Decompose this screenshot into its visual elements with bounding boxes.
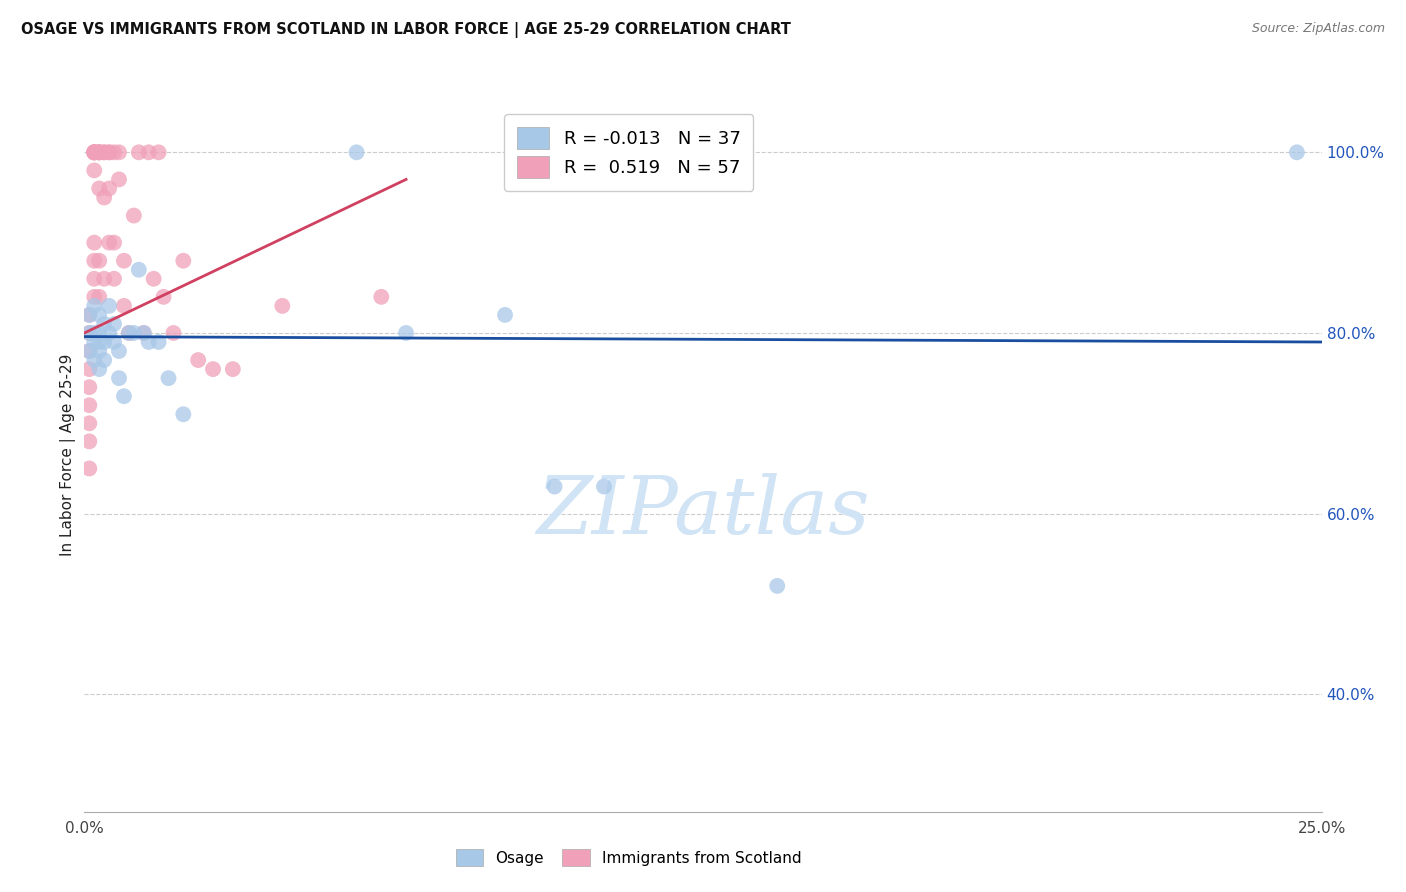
Point bbox=[395, 326, 418, 340]
Point bbox=[593, 479, 616, 493]
Point bbox=[112, 389, 135, 403]
Point bbox=[157, 371, 180, 385]
Point bbox=[89, 326, 111, 340]
Point bbox=[89, 344, 111, 359]
Point bbox=[93, 190, 115, 204]
Point bbox=[108, 145, 131, 160]
Point bbox=[187, 353, 209, 368]
Point bbox=[83, 272, 105, 286]
Point bbox=[138, 145, 160, 160]
Point bbox=[148, 334, 170, 349]
Point bbox=[83, 145, 105, 160]
Point bbox=[346, 145, 368, 160]
Point bbox=[89, 334, 111, 349]
Point bbox=[83, 145, 105, 160]
Point bbox=[172, 253, 194, 268]
Point bbox=[79, 417, 101, 431]
Point bbox=[83, 290, 105, 304]
Point bbox=[89, 308, 111, 322]
Point bbox=[494, 308, 516, 322]
Point bbox=[83, 145, 105, 160]
Point bbox=[98, 235, 121, 250]
Point bbox=[112, 253, 135, 268]
Point bbox=[83, 326, 105, 340]
Point bbox=[79, 434, 101, 449]
Point bbox=[79, 344, 101, 359]
Point bbox=[122, 209, 145, 223]
Point bbox=[103, 317, 125, 331]
Point bbox=[79, 326, 101, 340]
Point bbox=[103, 235, 125, 250]
Point bbox=[118, 326, 141, 340]
Point bbox=[172, 407, 194, 421]
Point bbox=[128, 262, 150, 277]
Point bbox=[108, 371, 131, 385]
Point bbox=[89, 290, 111, 304]
Point bbox=[98, 326, 121, 340]
Point bbox=[103, 334, 125, 349]
Point bbox=[79, 308, 101, 322]
Point bbox=[83, 334, 105, 349]
Point bbox=[222, 362, 245, 376]
Point bbox=[79, 398, 101, 412]
Point bbox=[89, 145, 111, 160]
Point bbox=[93, 145, 115, 160]
Y-axis label: In Labor Force | Age 25-29: In Labor Force | Age 25-29 bbox=[60, 354, 76, 556]
Point bbox=[79, 344, 101, 359]
Point bbox=[93, 353, 115, 368]
Text: ZIPatlas: ZIPatlas bbox=[536, 474, 870, 550]
Point bbox=[89, 145, 111, 160]
Point bbox=[138, 334, 160, 349]
Point bbox=[83, 145, 105, 160]
Point bbox=[108, 344, 131, 359]
Point bbox=[148, 145, 170, 160]
Point bbox=[89, 145, 111, 160]
Point bbox=[93, 334, 115, 349]
Point bbox=[79, 380, 101, 394]
Point bbox=[108, 172, 131, 186]
Point bbox=[83, 253, 105, 268]
Point bbox=[1285, 145, 1308, 160]
Legend: Osage, Immigrants from Scotland: Osage, Immigrants from Scotland bbox=[450, 843, 808, 871]
Point bbox=[103, 145, 125, 160]
Point bbox=[132, 326, 155, 340]
Point bbox=[89, 181, 111, 195]
Point bbox=[766, 579, 789, 593]
Point bbox=[118, 326, 141, 340]
Point bbox=[98, 145, 121, 160]
Point bbox=[93, 272, 115, 286]
Point bbox=[122, 326, 145, 340]
Point bbox=[162, 326, 184, 340]
Text: OSAGE VS IMMIGRANTS FROM SCOTLAND IN LABOR FORCE | AGE 25-29 CORRELATION CHART: OSAGE VS IMMIGRANTS FROM SCOTLAND IN LAB… bbox=[21, 22, 792, 38]
Point bbox=[79, 326, 101, 340]
Point bbox=[98, 145, 121, 160]
Point bbox=[83, 163, 105, 178]
Point bbox=[79, 461, 101, 475]
Point bbox=[98, 299, 121, 313]
Point bbox=[543, 479, 565, 493]
Point bbox=[152, 290, 174, 304]
Point bbox=[89, 253, 111, 268]
Point bbox=[103, 272, 125, 286]
Text: Source: ZipAtlas.com: Source: ZipAtlas.com bbox=[1251, 22, 1385, 36]
Point bbox=[83, 299, 105, 313]
Point bbox=[93, 145, 115, 160]
Point bbox=[128, 145, 150, 160]
Point bbox=[83, 145, 105, 160]
Point bbox=[79, 362, 101, 376]
Point bbox=[83, 235, 105, 250]
Point bbox=[202, 362, 225, 376]
Point bbox=[271, 299, 294, 313]
Point bbox=[370, 290, 392, 304]
Point bbox=[98, 181, 121, 195]
Point bbox=[83, 353, 105, 368]
Point bbox=[83, 145, 105, 160]
Point bbox=[142, 272, 165, 286]
Point bbox=[79, 308, 101, 322]
Point bbox=[132, 326, 155, 340]
Point bbox=[89, 362, 111, 376]
Point bbox=[93, 317, 115, 331]
Point bbox=[89, 145, 111, 160]
Point bbox=[112, 299, 135, 313]
